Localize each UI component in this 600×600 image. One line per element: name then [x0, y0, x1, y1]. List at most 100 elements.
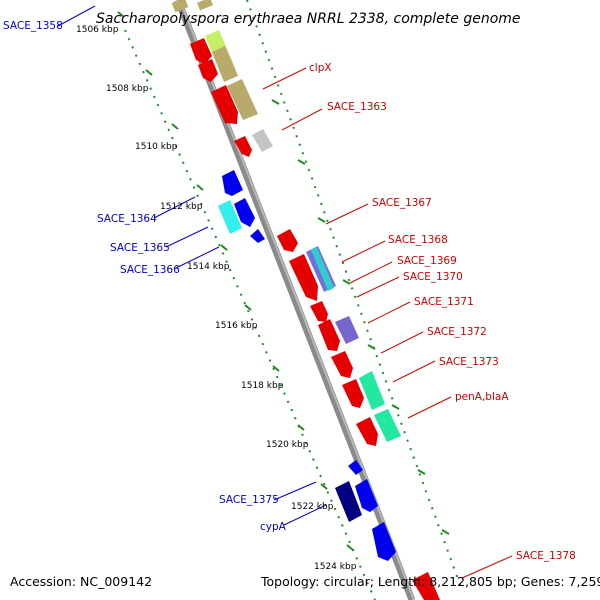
gene-arrow [211, 85, 238, 124]
gene-label-clpx[interactable]: clpX [309, 62, 332, 74]
gene-arrow [372, 522, 396, 561]
gene-arrow [234, 136, 252, 157]
gene-arrow [250, 229, 265, 243]
connector-line [175, 246, 220, 269]
gene-block [374, 409, 401, 442]
scale-tick [391, 404, 400, 410]
gene-block [359, 371, 385, 410]
gene-label-sace-1372[interactable]: SACE_1372 [427, 326, 487, 338]
gene-block [335, 316, 359, 344]
gene-label-sace-1373[interactable]: SACE_1373 [439, 356, 499, 368]
connector-line [367, 301, 411, 324]
tick-label: 1506 kbp [76, 25, 119, 35]
tick-label: 1520 kbp [266, 440, 309, 450]
genome-title: Saccharopolyspora erythraea NRRL 2338, c… [96, 11, 521, 27]
scale-tick [271, 99, 280, 105]
connector-line [325, 203, 369, 225]
gene-label-sace-1365[interactable]: SACE_1365 [110, 242, 170, 254]
forward-strand-genes [171, 0, 440, 600]
gene-block [197, 0, 213, 11]
connector-line [461, 555, 513, 579]
scale-tick [297, 424, 305, 431]
gene-block [218, 200, 242, 234]
outer-track-guide [246, 0, 463, 591]
scale-tick [272, 365, 280, 372]
connector-line [392, 360, 436, 383]
gene-arrow [190, 38, 212, 64]
gene-arrow [289, 254, 318, 301]
scale-tick [145, 69, 153, 76]
track-guides [124, 0, 463, 600]
gene-arrow [310, 301, 328, 322]
accession-text: Accession: NC_009142 [10, 574, 153, 589]
scale-tick [417, 469, 426, 475]
scale-tick [297, 159, 306, 165]
gene-arrow [356, 417, 378, 446]
gene-label-sace-1364[interactable]: SACE_1364 [97, 213, 157, 225]
gene-arrow [355, 479, 378, 512]
gene-block [212, 46, 238, 82]
gene-label-sace-1375[interactable]: SACE_1375 [219, 494, 279, 506]
scale-tick [346, 544, 354, 551]
tick-label: 1516 kbp [215, 321, 258, 331]
connector-line [281, 108, 323, 131]
gene-label-sace-1369[interactable]: SACE_1369 [397, 255, 457, 267]
topology-text: Topology: circular; Length: 8,212,805 bp… [261, 574, 600, 589]
tick-label: 1508 kbp [106, 84, 149, 94]
scale-tick [220, 244, 228, 251]
connector-line [341, 240, 386, 263]
gene-label-pena-blaa[interactable]: penA,blaA [455, 391, 509, 403]
gene-block [335, 481, 362, 522]
scale-tick [342, 279, 351, 285]
gene-label-sace-1368[interactable]: SACE_1368 [388, 234, 448, 246]
connector-line [380, 331, 424, 354]
gene-label-cypa[interactable]: cypA [260, 521, 287, 533]
scale-tick [117, 11, 125, 18]
gene-arrow [222, 170, 243, 196]
connector-line [273, 481, 317, 501]
gene-label-sace-1358[interactable]: SACE_1358 [3, 20, 63, 32]
forward-gene-labels: clpX SACE_1363 SACE_1367 SACE_1368 SACE_… [309, 62, 576, 562]
tick-labels: 1506 kbp 1508 kbp 1510 kbp 1512 kbp 1514… [76, 25, 357, 572]
scale-tick [320, 483, 328, 490]
gene-arrow [342, 379, 364, 408]
connector-line [283, 504, 327, 526]
connector-line [349, 261, 393, 284]
label-connectors [57, 5, 513, 579]
tick-label: 1522 kbp [291, 502, 334, 512]
gene-arrow [318, 319, 340, 351]
gene-label-sace-1371[interactable]: SACE_1371 [414, 296, 474, 308]
tick-label: 1512 kbp [160, 202, 203, 212]
gene-label-sace-1378[interactable]: SACE_1378 [516, 550, 576, 562]
connector-line [262, 67, 307, 90]
gene-arrow [331, 351, 353, 378]
connector-line [407, 396, 452, 419]
gene-label-sace-1363[interactable]: SACE_1363 [327, 101, 387, 113]
gene-label-sace-1367[interactable]: SACE_1367 [372, 197, 432, 209]
gene-arrow [277, 229, 298, 252]
connector-line [153, 196, 196, 219]
scale-tick [171, 123, 179, 130]
scale-tick [367, 344, 376, 350]
gene-label-sace-1366[interactable]: SACE_1366 [120, 264, 180, 276]
scale-ticks [117, 11, 450, 551]
scale-tick [196, 184, 204, 191]
gene-arrow [234, 198, 255, 227]
gene-arrow [348, 460, 363, 475]
tick-label: 1518 kbp [241, 381, 284, 391]
gene-block [412, 572, 440, 600]
connector-line [165, 226, 209, 248]
connector-line [57, 5, 96, 27]
reverse-gene-labels: SACE_1358 SACE_1364 SACE_1365 SACE_1366 … [3, 20, 287, 533]
gene-arrow [198, 59, 218, 82]
tick-label: 1514 kbp [187, 262, 230, 272]
tick-label: 1524 kbp [314, 562, 357, 572]
gene-block [311, 247, 334, 291]
connector-line [356, 276, 400, 298]
scale-tick [244, 304, 252, 311]
tick-label: 1510 kbp [135, 142, 178, 152]
gene-block [252, 129, 273, 152]
gene-label-sace-1370[interactable]: SACE_1370 [403, 271, 463, 283]
reverse-strand-genes [218, 170, 396, 561]
